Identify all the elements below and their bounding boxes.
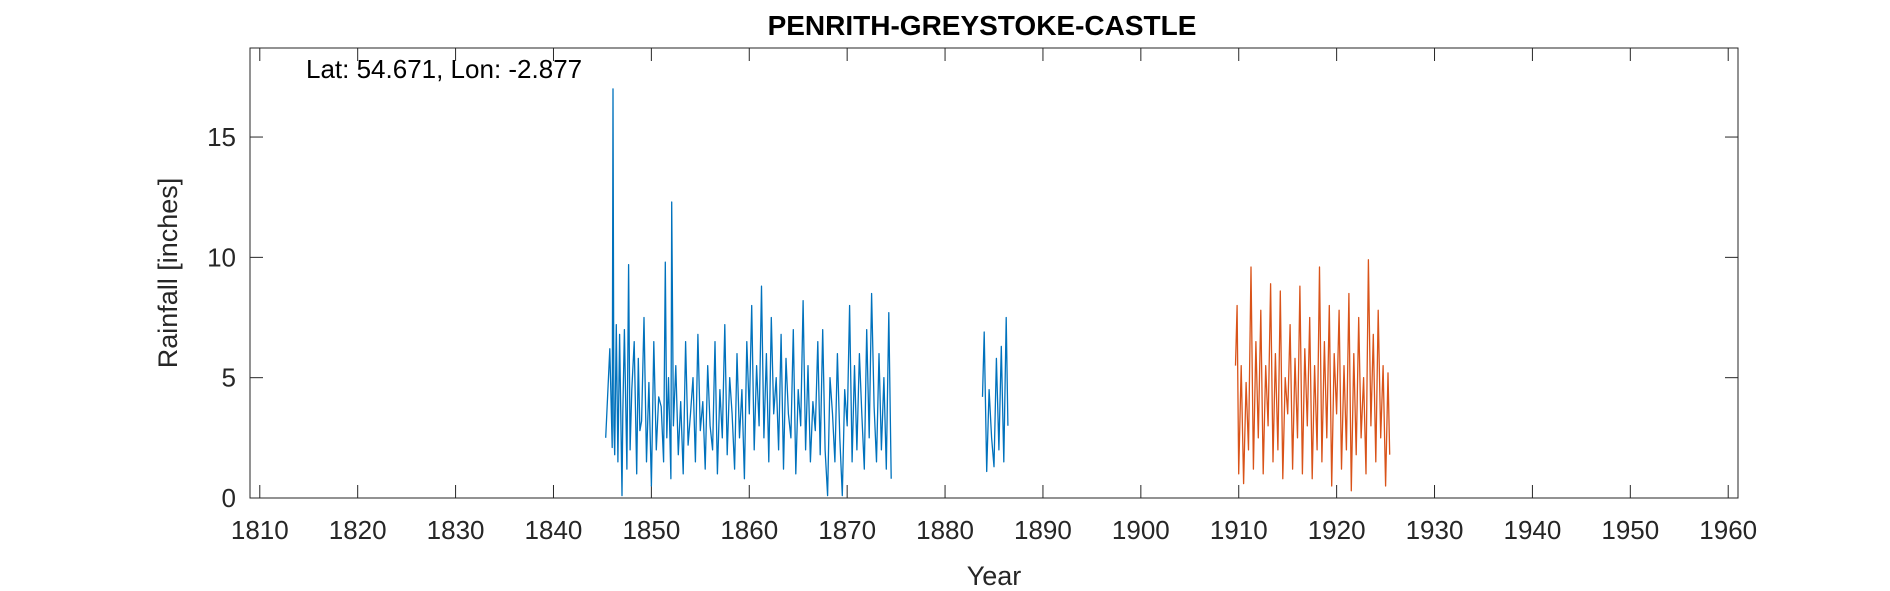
y-tick-label: 0 [222, 483, 236, 513]
x-tick-label: 1910 [1210, 515, 1268, 545]
series-line-2 [981, 316, 1009, 473]
x-tick-label: 1870 [818, 515, 876, 545]
x-axis-label: Year [967, 561, 1022, 591]
chart-title: PENRITH-GREYSTOKE-CASTLE [768, 10, 1197, 41]
y-axis: 0 5 10 15 [207, 122, 1738, 513]
x-tick-label: 1850 [622, 515, 680, 545]
x-tick-label: 1840 [525, 515, 583, 545]
x-tick-label: 1960 [1699, 515, 1757, 545]
y-tick-label: 15 [207, 122, 236, 152]
series-line-3 [1234, 259, 1391, 492]
x-tick-label: 1810 [231, 515, 289, 545]
location-annotation: Lat: 54.671, Lon: -2.877 [306, 54, 582, 84]
x-tick-label: 1890 [1014, 515, 1072, 545]
x-tick-label: 1900 [1112, 515, 1170, 545]
series-line-1 [605, 88, 892, 497]
x-tick-label: 1920 [1308, 515, 1366, 545]
y-axis-label: Rainfall [inches] [153, 178, 183, 369]
y-tick-label: 10 [207, 242, 236, 272]
x-tick-label: 1880 [916, 515, 974, 545]
x-tick-label: 1950 [1601, 515, 1659, 545]
x-tick-label: 1830 [427, 515, 485, 545]
x-tick-label: 1930 [1406, 515, 1464, 545]
x-tick-label: 1860 [720, 515, 778, 545]
data-series [605, 88, 1391, 497]
plot-area [249, 47, 1739, 499]
x-tick-label: 1820 [329, 515, 387, 545]
x-axis: 1810 1820 1830 1840 1850 1860 1870 1880 1890 1900… [231, 48, 1757, 545]
x-tick-label: 1940 [1503, 515, 1561, 545]
y-tick-label: 5 [222, 363, 236, 393]
